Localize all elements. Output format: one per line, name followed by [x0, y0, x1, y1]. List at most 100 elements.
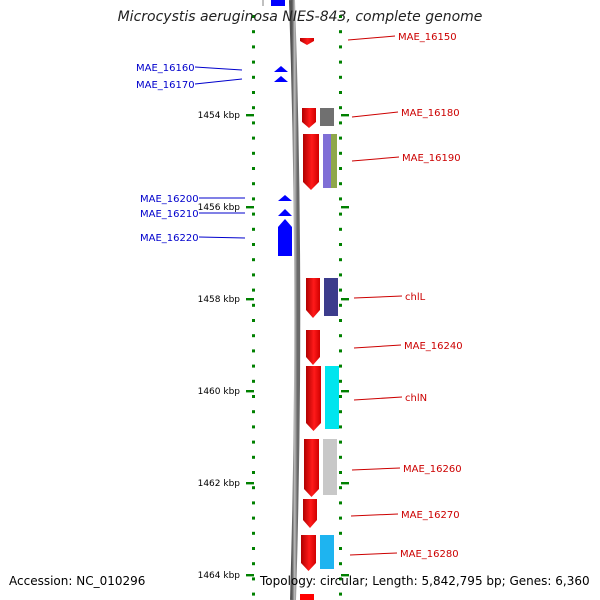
tick-mark — [339, 395, 342, 398]
forward-gene-leader-line — [353, 396, 403, 401]
function-category-box-secondary — [331, 134, 337, 188]
forward-gene-arrow — [302, 108, 316, 128]
tick-mark — [252, 136, 255, 140]
tick-mark — [252, 197, 255, 201]
reverse-gene-label: MAE_16160 — [136, 63, 195, 74]
tick-mark — [339, 227, 342, 231]
function-category-box — [325, 366, 339, 429]
accession-text: Accession: NC_010296 — [9, 574, 146, 588]
forward-gene-arrow — [304, 439, 319, 497]
tick-mark — [252, 577, 255, 581]
tick-mark — [252, 410, 255, 414]
tick-mark — [252, 182, 255, 186]
tick-mark — [252, 75, 255, 79]
forward-gene-arrow — [306, 278, 320, 318]
tick-mark — [252, 562, 255, 566]
tick-mark — [252, 349, 255, 353]
tick-mark — [339, 471, 342, 474]
tick-mark — [252, 243, 255, 246]
function-category-box — [320, 535, 334, 569]
forward-gene-leader-line — [350, 513, 399, 517]
tick-mark — [339, 121, 342, 125]
forward-gene-label: MAE_16280 — [400, 549, 459, 560]
tick-mark — [339, 212, 342, 216]
tick-mark — [252, 15, 255, 18]
scale-label: 1462 kbp — [198, 479, 241, 489]
tick-mark — [339, 410, 342, 414]
forward-gene-label: chlN — [405, 393, 427, 404]
reverse-gene-leader-line — [194, 78, 243, 85]
tick-mark — [252, 121, 255, 125]
tick-mark — [252, 501, 255, 505]
tick-mark — [339, 243, 342, 246]
forward-gene-leader-line — [349, 552, 398, 556]
tick-mark — [339, 167, 342, 170]
tick-mark — [339, 151, 342, 155]
tick-mark — [252, 273, 255, 277]
tick-mark — [252, 106, 255, 110]
tick-mark — [252, 91, 255, 94]
major-tick-right — [341, 574, 349, 577]
tick-mark — [252, 151, 255, 155]
forward-gene-leader-line — [353, 295, 403, 299]
function-category-box — [320, 108, 334, 126]
top-fragment-grey — [262, 0, 264, 6]
tick-mark — [339, 319, 342, 322]
tick-mark — [339, 15, 342, 18]
tick-mark — [252, 364, 255, 368]
major-tick-left — [246, 114, 254, 117]
forward-gene-leader-line — [351, 467, 401, 471]
tick-mark — [339, 45, 342, 49]
forward-gene-arrow — [303, 499, 317, 528]
tick-mark — [339, 577, 342, 581]
tick-mark — [252, 395, 255, 398]
tick-mark — [252, 455, 255, 459]
tick-mark — [252, 471, 255, 474]
genome-backbone — [289, 0, 301, 600]
forward-gene-label: MAE_16270 — [401, 510, 460, 521]
forward-gene-label: MAE_16260 — [403, 464, 462, 475]
tick-mark — [339, 425, 342, 429]
forward-gene-arrow — [306, 330, 320, 365]
major-tick-right — [341, 206, 349, 209]
major-tick-left — [246, 298, 254, 301]
tick-mark — [339, 486, 342, 490]
forward-gene-arrow — [300, 38, 314, 45]
forward-gene-arrow — [301, 535, 316, 571]
tick-mark — [339, 455, 342, 459]
reverse-gene-arrow — [274, 76, 288, 82]
scale-label: 1464 kbp — [198, 571, 241, 581]
genome-stats-text: Topology: circular; Length: 5,842,795 bp… — [260, 574, 590, 588]
tick-mark — [252, 303, 255, 307]
major-tick-left — [246, 206, 254, 209]
tick-mark — [339, 592, 342, 596]
forward-gene-label: MAE_16180 — [401, 108, 460, 119]
tick-mark — [252, 379, 255, 383]
major-tick-right — [341, 482, 349, 485]
reverse-gene-leader-line — [194, 66, 243, 71]
tick-mark — [339, 349, 342, 353]
tick-mark — [339, 562, 342, 566]
reverse-gene-arrow — [278, 209, 292, 216]
forward-gene-label: MAE_16190 — [402, 153, 461, 164]
tick-mark — [339, 60, 342, 64]
major-tick-right — [341, 298, 349, 301]
reverse-gene-label: MAE_16170 — [136, 80, 195, 91]
forward-gene-arrow — [306, 366, 321, 431]
reverse-gene-top-fragment — [271, 0, 285, 6]
major-tick-right — [341, 390, 349, 393]
function-category-box — [323, 439, 337, 495]
forward-gene-label: MAE_16240 — [404, 341, 463, 352]
major-tick-left — [246, 390, 254, 393]
major-tick-left — [246, 574, 254, 577]
major-tick-right — [341, 114, 349, 117]
tick-mark — [252, 425, 255, 429]
tick-mark — [339, 501, 342, 505]
tick-mark — [339, 106, 342, 110]
tick-mark — [252, 531, 255, 535]
function-category-box — [324, 278, 338, 316]
tick-mark — [252, 167, 255, 170]
forward-gene-label: MAE_16150 — [398, 32, 457, 43]
tick-mark — [339, 273, 342, 277]
